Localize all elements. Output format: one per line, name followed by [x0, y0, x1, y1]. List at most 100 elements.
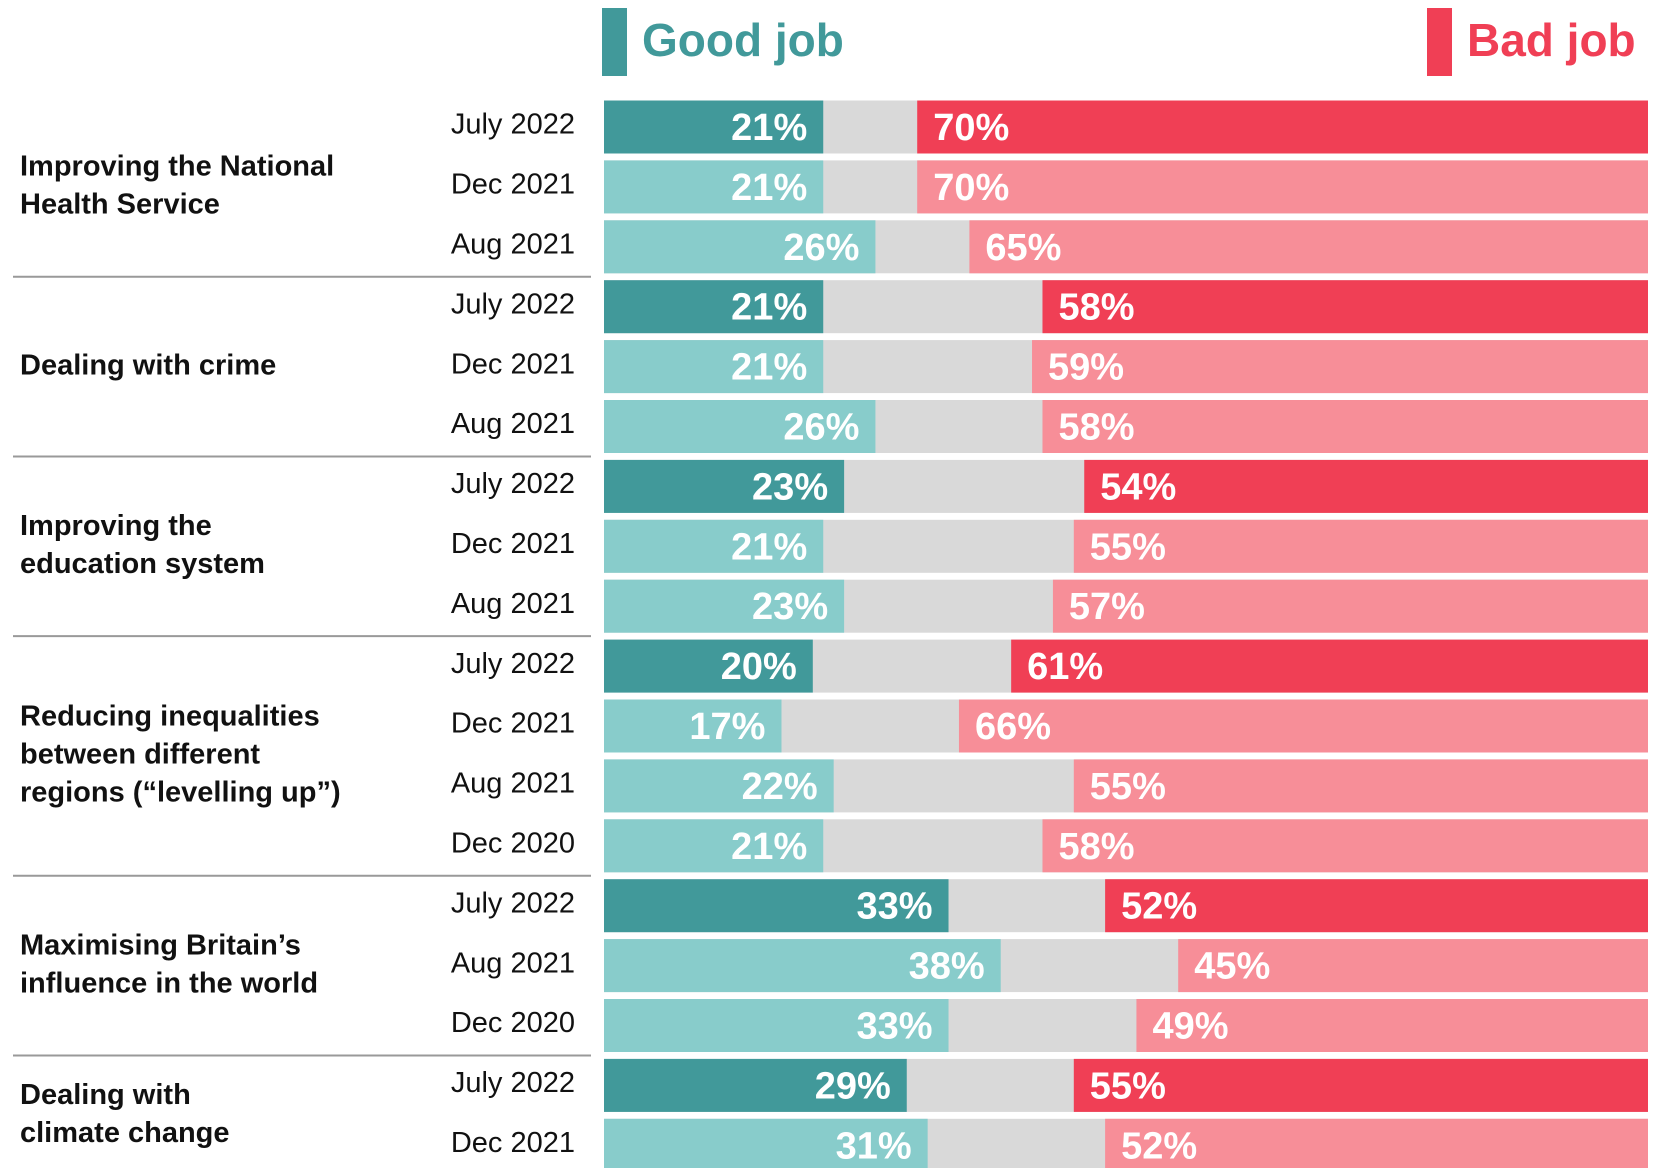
date-label: Dec 2021	[451, 169, 575, 201]
good-bar	[604, 459, 845, 513]
bad-bar	[1052, 579, 1648, 633]
legend-label: Bad job	[1467, 14, 1636, 66]
bad-value-label: 61%	[1027, 646, 1103, 688]
bad-value-label: 59%	[1048, 347, 1124, 389]
bad-value-label: 58%	[1058, 407, 1134, 449]
bad-value-label: 52%	[1121, 1125, 1197, 1167]
bad-bar	[1105, 879, 1648, 933]
bad-bar	[1042, 280, 1648, 334]
good-value-label: 21%	[731, 526, 807, 568]
legend-swatch	[602, 8, 627, 76]
date-label: Aug 2021	[451, 228, 575, 260]
good-value-label: 38%	[909, 946, 985, 988]
date-label: Dec 2020	[451, 1007, 575, 1039]
date-label: Aug 2021	[451, 947, 575, 979]
date-label: July 2022	[451, 887, 575, 919]
good-bar	[604, 519, 824, 573]
good-value-label: 23%	[752, 586, 828, 628]
date-label: Aug 2021	[451, 768, 575, 800]
good-bar	[604, 999, 949, 1052]
group-label: regions (“levelling up”)	[20, 777, 341, 809]
good-bar	[604, 699, 782, 753]
good-bar	[604, 879, 949, 933]
bad-bar	[1073, 1058, 1648, 1112]
date-label: July 2022	[451, 468, 575, 500]
good-value-label: 21%	[731, 287, 807, 329]
bad-bar	[1084, 459, 1648, 513]
good-value-label: 26%	[783, 407, 859, 449]
group-label: Dealing with crime	[20, 349, 276, 381]
legend-label: Good job	[642, 14, 844, 66]
good-value-label: 21%	[731, 107, 807, 149]
bad-value-label: 55%	[1090, 766, 1166, 808]
good-bar	[604, 160, 824, 214]
group-label: climate change	[20, 1117, 230, 1149]
good-value-label: 22%	[742, 766, 818, 808]
bad-value-label: 54%	[1100, 466, 1176, 508]
bad-bar	[1032, 340, 1648, 394]
good-value-label: 26%	[783, 227, 859, 269]
bad-value-label: 58%	[1058, 826, 1134, 868]
group-label: Dealing with	[20, 1079, 191, 1111]
group-label: influence in the world	[20, 967, 318, 999]
good-value-label: 21%	[731, 826, 807, 868]
date-label: Dec 2020	[451, 827, 575, 859]
date-label: Dec 2021	[451, 708, 575, 740]
bad-value-label: 49%	[1152, 1006, 1228, 1048]
group-label: Improving the National	[20, 151, 334, 183]
good-bar	[604, 639, 813, 693]
bad-bar	[1073, 519, 1648, 573]
group-label: Reducing inequalities	[20, 701, 320, 733]
good-value-label: 17%	[689, 706, 765, 748]
bad-value-label: 66%	[975, 706, 1051, 748]
date-label: Aug 2021	[451, 408, 575, 440]
bad-bar	[1042, 819, 1648, 873]
good-bar	[604, 759, 834, 813]
good-value-label: 33%	[856, 886, 932, 928]
good-value-label: 21%	[731, 167, 807, 209]
bad-bar	[1105, 1118, 1648, 1168]
good-bar	[604, 819, 824, 873]
bad-value-label: 70%	[933, 167, 1009, 209]
good-bar	[604, 1118, 928, 1168]
date-label: July 2022	[451, 109, 575, 141]
bad-bar	[1073, 759, 1648, 813]
bad-bar	[969, 220, 1648, 274]
date-label: Dec 2021	[451, 348, 575, 380]
legend-swatch	[1427, 8, 1452, 76]
bad-bar	[917, 100, 1648, 154]
good-value-label: 21%	[731, 347, 807, 389]
bad-value-label: 65%	[985, 227, 1061, 269]
good-value-label: 31%	[836, 1125, 912, 1167]
bad-value-label: 45%	[1194, 946, 1270, 988]
good-bar	[604, 100, 824, 154]
bad-bar	[1011, 639, 1648, 693]
good-value-label: 33%	[856, 1006, 932, 1048]
bad-bar	[958, 699, 1648, 753]
date-label: Aug 2021	[451, 588, 575, 620]
bad-value-label: 58%	[1058, 287, 1134, 329]
good-bar	[604, 579, 845, 633]
date-label: July 2022	[451, 1067, 575, 1099]
good-bar	[604, 220, 876, 274]
date-label: Dec 2021	[451, 528, 575, 560]
group-label: Maximising Britain’s	[20, 929, 301, 961]
date-label: July 2022	[451, 648, 575, 680]
date-label: July 2022	[451, 288, 575, 320]
good-bar	[604, 1058, 907, 1112]
bad-bar	[1178, 939, 1648, 993]
bad-value-label: 52%	[1121, 886, 1197, 928]
good-bar	[604, 400, 876, 453]
good-value-label: 23%	[752, 466, 828, 508]
bad-value-label: 70%	[933, 107, 1009, 149]
bad-value-label: 55%	[1090, 1065, 1166, 1107]
good-value-label: 20%	[721, 646, 797, 688]
bad-value-label: 57%	[1069, 586, 1145, 628]
group-label: education system	[20, 548, 265, 580]
good-bar	[604, 939, 1001, 993]
bad-value-label: 55%	[1090, 526, 1166, 568]
group-label: Health Service	[20, 189, 220, 221]
good-bar	[604, 340, 824, 394]
date-label: Dec 2021	[451, 1127, 575, 1159]
